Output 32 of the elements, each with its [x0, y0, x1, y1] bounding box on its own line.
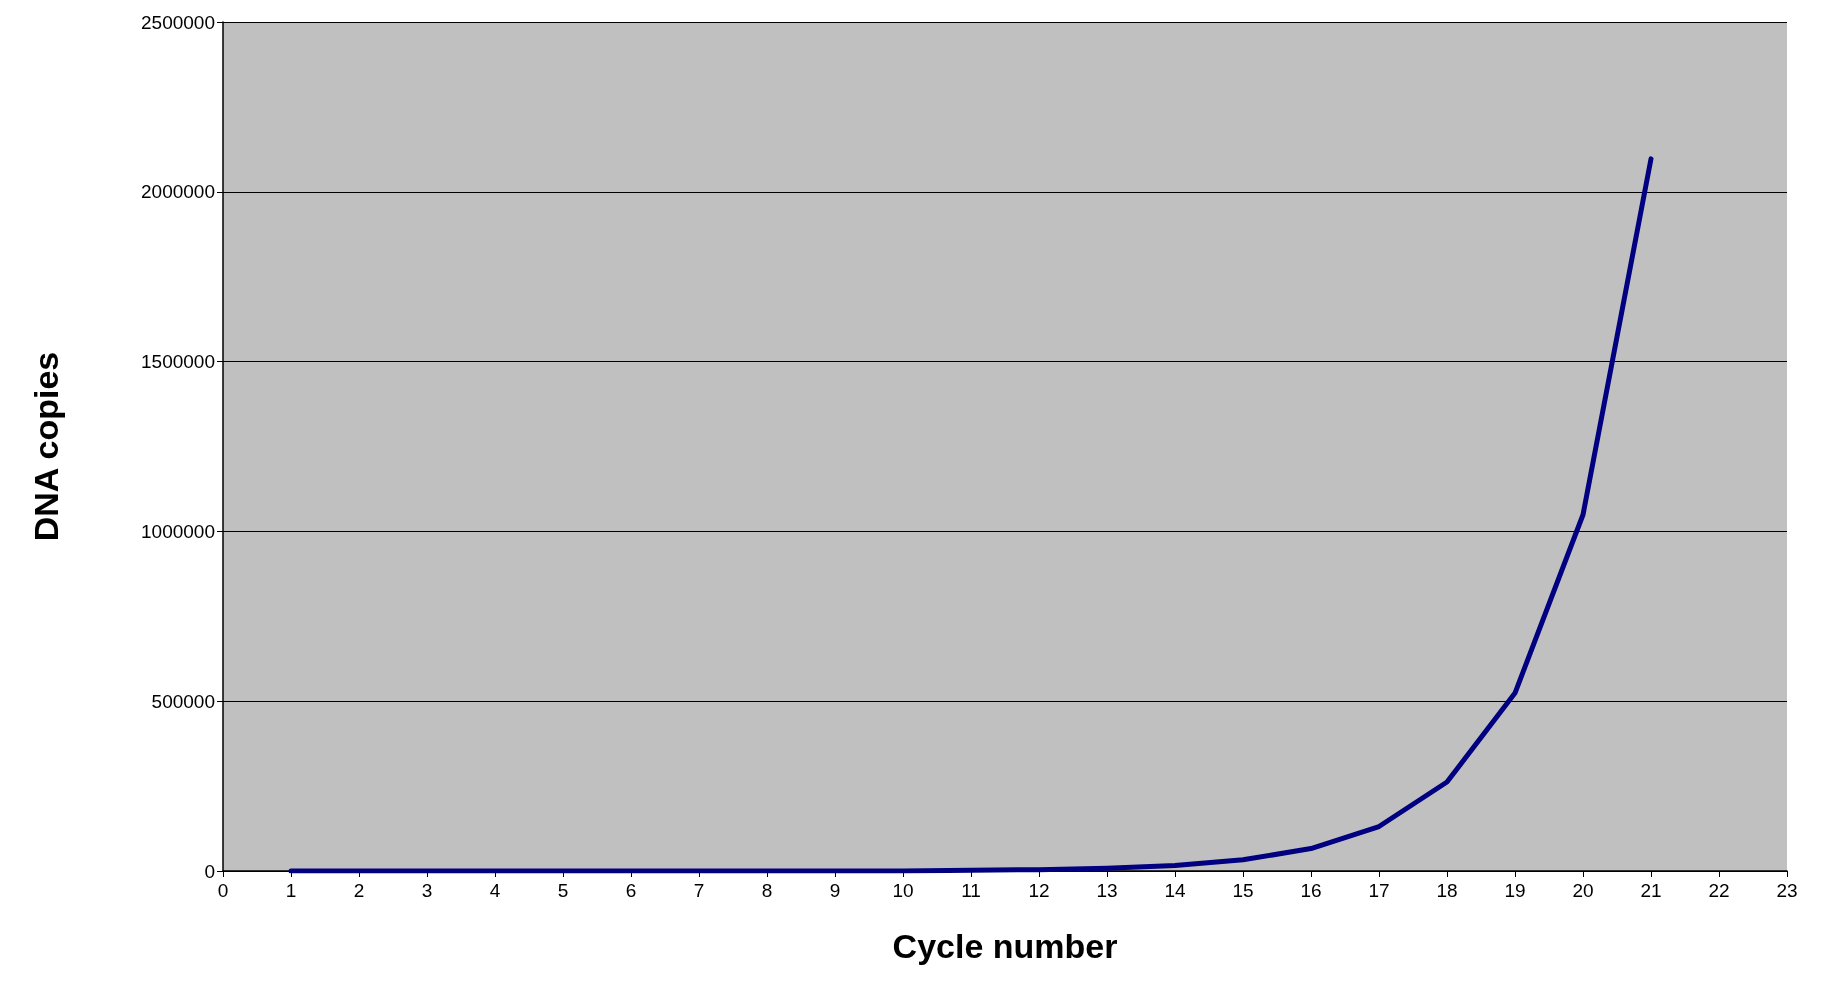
y-tick-label: 2000000	[141, 181, 215, 203]
x-tick-label: 11	[961, 880, 981, 901]
y-tick-label: 1500000	[141, 351, 215, 373]
x-tick-label: 17	[1368, 880, 1390, 901]
x-tick-label: 20	[1572, 880, 1594, 901]
x-tick-label: 6	[625, 880, 637, 901]
x-tick-label: 8	[761, 880, 773, 901]
x-tick-label: 21	[1640, 880, 1662, 901]
x-tick-label: 9	[829, 880, 841, 901]
x-tick-label: 2	[353, 880, 365, 901]
x-tick-label: 13	[1096, 880, 1118, 901]
y-tick-label: 2500000	[141, 11, 215, 33]
x-tick-label: 19	[1504, 880, 1526, 901]
x-tick-label: 12	[1028, 880, 1050, 901]
x-tick-label: 14	[1164, 880, 1186, 901]
x-tick-label: 10	[892, 880, 914, 901]
x-tick-label: 0	[217, 880, 229, 901]
x-tick-label: 5	[557, 880, 569, 901]
x-tick-label: 15	[1232, 880, 1254, 901]
y-tick-label: 500000	[151, 690, 215, 712]
y-axis-title: DNA copies	[27, 351, 65, 542]
x-tick-label: 16	[1300, 880, 1322, 901]
x-tick-label: 3	[421, 880, 433, 901]
x-tick-label: 4	[489, 880, 501, 901]
y-tick-label: 1000000	[141, 520, 215, 542]
y-tick-label: 0	[204, 860, 215, 882]
x-tick-label: 18	[1436, 880, 1458, 901]
x-tick-label: 1	[285, 880, 297, 901]
x-axis-title: Cycle number	[892, 927, 1118, 965]
x-tick-label: 23	[1776, 880, 1798, 901]
x-tick-label: 7	[693, 880, 705, 901]
x-tick-label: 22	[1708, 880, 1730, 901]
